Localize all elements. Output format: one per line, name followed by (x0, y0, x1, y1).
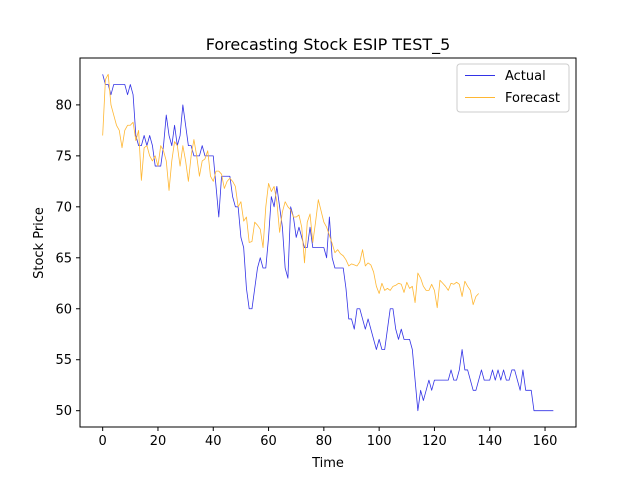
legend-label-actual: Actual (505, 69, 546, 84)
y-tick-label: 65 (55, 251, 72, 266)
x-tick-label: 140 (477, 434, 502, 449)
series-layer (102, 73, 554, 412)
plot-frame (79, 57, 577, 428)
x-tick-label: 80 (316, 434, 333, 449)
y-tick-label: 75 (55, 149, 72, 164)
legend-label-forecast: Forecast (505, 91, 560, 106)
chart-title: Forecasting Stock ESIP TEST_5 (206, 35, 451, 55)
x-axis-label: Time (311, 456, 344, 471)
x-tick-label: 40 (205, 434, 222, 449)
x-tick-label: 120 (422, 434, 447, 449)
y-tick-label: 50 (55, 404, 72, 419)
x-tick-label: 20 (150, 434, 167, 449)
y-tick-label: 70 (55, 200, 72, 215)
x-tick-label: 0 (99, 434, 107, 449)
x-axis: 0 20 40 60 80 100 120 140 160 (99, 427, 558, 449)
x-tick-label: 60 (260, 434, 277, 449)
legend: Actual Forecast (456, 63, 570, 113)
series-line-forecast (102, 73, 479, 309)
y-tick-label: 55 (55, 353, 72, 368)
y-tick-label: 60 (55, 302, 72, 317)
series-line-actual (102, 74, 554, 412)
y-axis: 50 55 60 65 70 75 80 (55, 98, 80, 419)
y-tick-label: 80 (55, 98, 72, 113)
x-tick-label: 160 (533, 434, 558, 449)
y-axis-label: Stock Price (32, 207, 47, 279)
x-tick-label: 100 (367, 434, 392, 449)
